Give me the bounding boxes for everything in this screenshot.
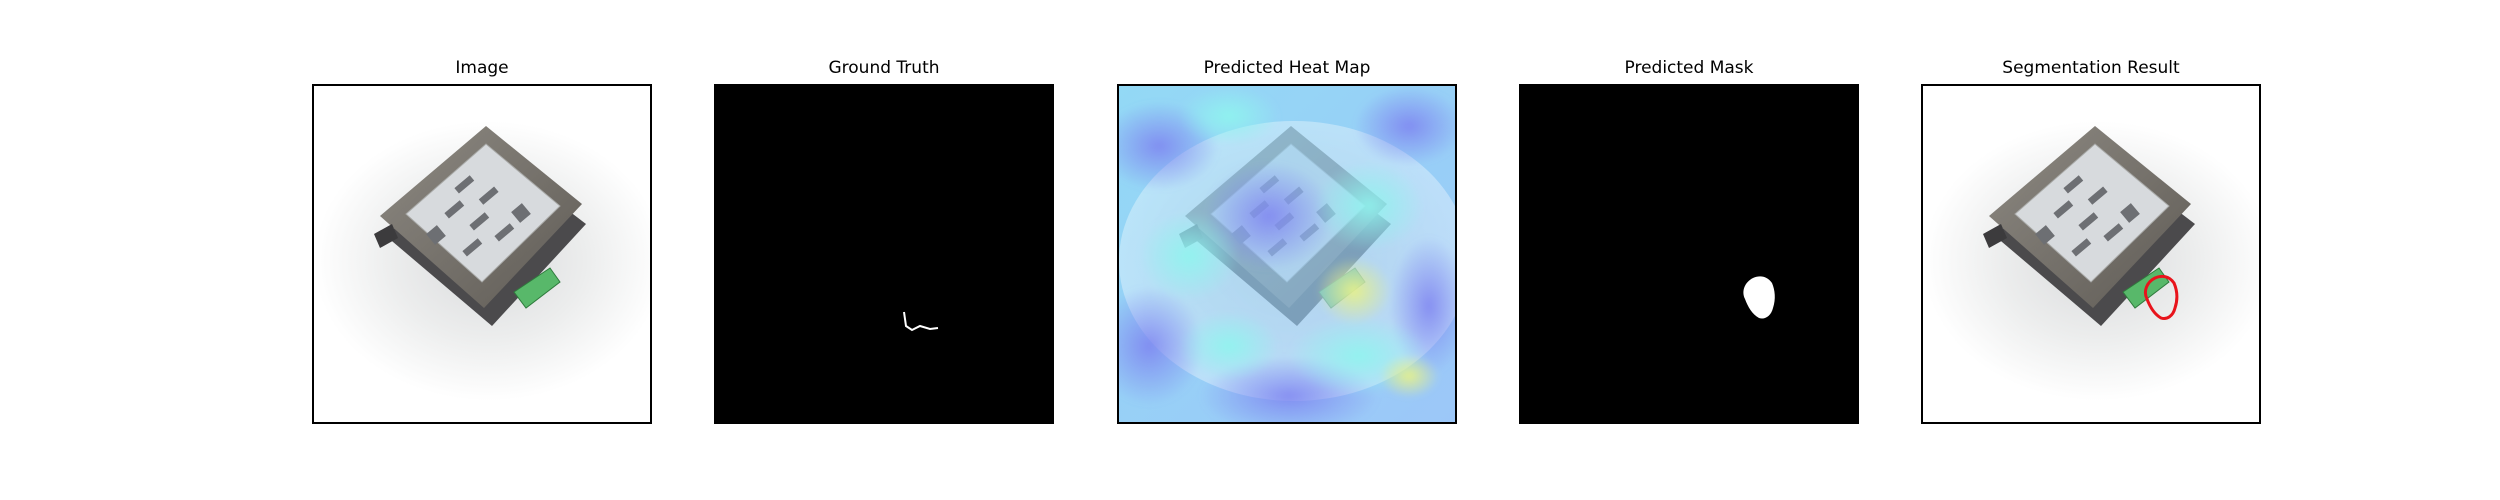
predicted-mask [1521,86,1857,422]
predicted-defect-region [1743,276,1775,319]
ground-truth-frame [714,84,1054,424]
panel-predicted-mask: Predicted Mask [1519,0,1859,430]
panel-title: Ground Truth [828,58,940,78]
panel-title: Segmentation Result [2002,58,2180,78]
segmentation-overlay [1923,120,2259,402]
heat-map-overlay [1119,86,1455,422]
image-frame [312,84,652,424]
panel-title: Predicted Heat Map [1203,58,1371,78]
panel-ground-truth: Ground Truth [714,0,1054,430]
panel-title: Predicted Mask [1624,58,1754,78]
predicted-contour [2143,274,2179,320]
heat-map-frame [1117,84,1457,424]
panel-title: Image [455,58,509,78]
panel-image: Image [312,0,652,430]
segmentation-frame [1921,84,2261,424]
ground-truth-defect [903,311,939,332]
ground-truth-mask [716,86,1052,422]
predicted-mask-frame [1519,84,1859,424]
input-photo [314,120,650,402]
panel-heat-map: Predicted Heat Map [1117,0,1457,430]
panel-segmentation-result: Segmentation Result [1921,0,2261,430]
